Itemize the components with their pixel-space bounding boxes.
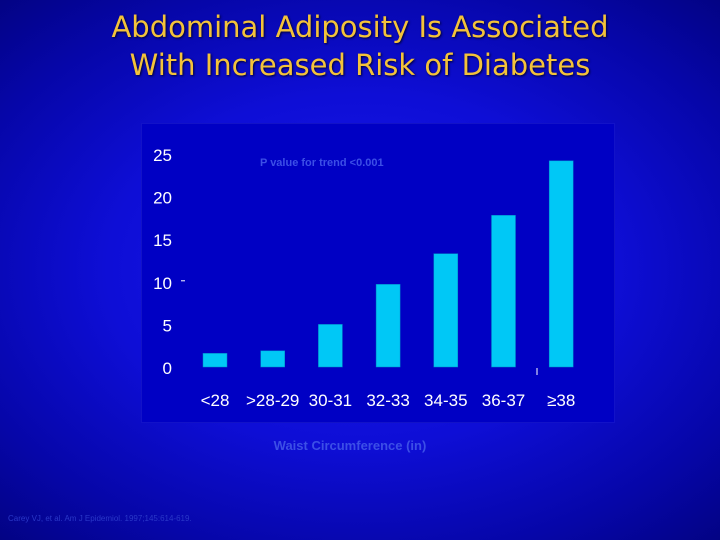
x-tick-label: ≥38: [547, 391, 575, 410]
y-tick-label: 20: [153, 189, 172, 208]
slide-title: Abdominal Adiposity Is Associated With I…: [0, 8, 720, 84]
bar: [318, 324, 343, 368]
x-tick-label: 32-33: [366, 391, 409, 410]
y-tick-label: 5: [163, 316, 172, 335]
bar: [548, 160, 574, 368]
bar: [260, 350, 285, 368]
bar: [491, 215, 516, 368]
x-tick-label: 30-31: [309, 391, 352, 410]
x-tick-label: 36-37: [482, 391, 525, 410]
slide-title-line-2: With Increased Risk of Diabetes: [129, 48, 591, 82]
bar: [202, 353, 228, 368]
chart-panel: 0 5 10 15 20 25 P value for trend <0.001 <28 >28…: [142, 124, 614, 422]
p-value-annotation: P value for trend <0.001: [260, 157, 384, 169]
citation: Carey VJ, et al. Am J Epidemiol. 1997;14…: [8, 514, 192, 523]
bar: [375, 284, 401, 368]
x-tick-label: >28-29: [246, 391, 299, 410]
bar-chart: 0 5 10 15 20 25 P value for trend <0.001 <28 >28…: [153, 146, 575, 410]
bar: [433, 253, 459, 368]
y-tick-label: 25: [153, 146, 172, 165]
x-axis-title: Waist Circumference (in): [273, 438, 427, 453]
y-tick-label: 0: [163, 359, 172, 378]
y-axis-title-ghost: [96, 180, 116, 370]
x-tick-label: <28: [201, 391, 230, 410]
y-tick-label: 10: [153, 274, 172, 293]
x-tick-label: 34-35: [424, 391, 467, 410]
slide-title-line-1: Abdominal Adiposity Is Associated: [111, 10, 609, 44]
y-tick-label: 15: [153, 231, 172, 250]
